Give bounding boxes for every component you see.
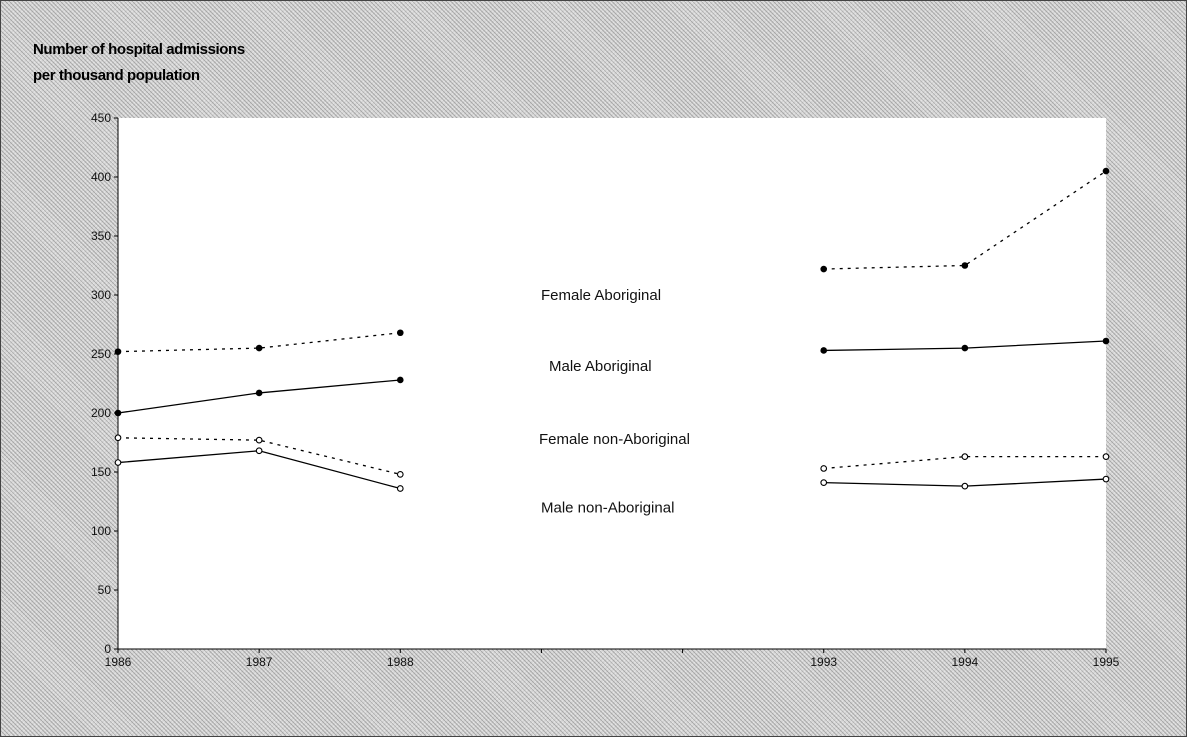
data-point: [396, 471, 404, 478]
y-tick-label: 450: [91, 111, 111, 125]
chart-title-line-2: per thousand population: [33, 67, 200, 84]
x-tick-label: 1994: [952, 655, 979, 669]
data-point: [114, 409, 122, 417]
data-point: [396, 485, 404, 492]
series-label: Female Aboriginal: [541, 287, 661, 304]
data-point: [961, 482, 969, 490]
data-point: [1102, 337, 1110, 345]
x-tick-label: 1986: [105, 655, 132, 669]
series-label: Female non-Aboriginal: [539, 431, 690, 448]
y-tick-label: 200: [91, 406, 111, 420]
data-point: [255, 344, 263, 352]
y-tick-label: 50: [98, 583, 112, 597]
y-tick-label: 100: [91, 524, 111, 538]
series-label: Male non-Aboriginal: [541, 499, 674, 516]
y-tick-label: 400: [91, 170, 111, 184]
data-point: [961, 262, 969, 269]
data-point: [961, 453, 969, 461]
y-tick-label: 350: [91, 229, 111, 243]
chart-title: Number of hospital admissions per thousa…: [33, 37, 245, 89]
data-point: [255, 436, 263, 444]
data-point: [1102, 475, 1110, 483]
data-point: [255, 389, 263, 397]
y-tick-label: 300: [91, 288, 111, 302]
y-tick-label: 0: [104, 642, 111, 656]
x-tick-label: 1995: [1093, 655, 1120, 669]
y-tick-label: 250: [91, 347, 111, 361]
data-point: [1102, 453, 1110, 461]
data-point: [114, 434, 122, 442]
data-point: [114, 459, 122, 466]
data-point: [114, 348, 122, 355]
data-point: [255, 447, 263, 455]
data-point: [396, 376, 404, 384]
data-point: [961, 344, 969, 352]
x-tick-label: 1993: [810, 655, 837, 669]
plot-area: [118, 118, 1106, 649]
y-tick-label: 150: [91, 465, 111, 479]
data-point: [1102, 167, 1110, 175]
data-point: [820, 265, 828, 273]
x-tick-label: 1987: [246, 655, 273, 669]
series-label: Male Aboriginal: [549, 358, 652, 375]
data-point: [396, 329, 404, 337]
data-point: [820, 347, 828, 354]
x-tick-label: 1988: [387, 655, 414, 669]
data-point: [820, 479, 828, 486]
data-point: [820, 465, 828, 472]
chart-title-line-1: Number of hospital admissions: [33, 41, 245, 58]
